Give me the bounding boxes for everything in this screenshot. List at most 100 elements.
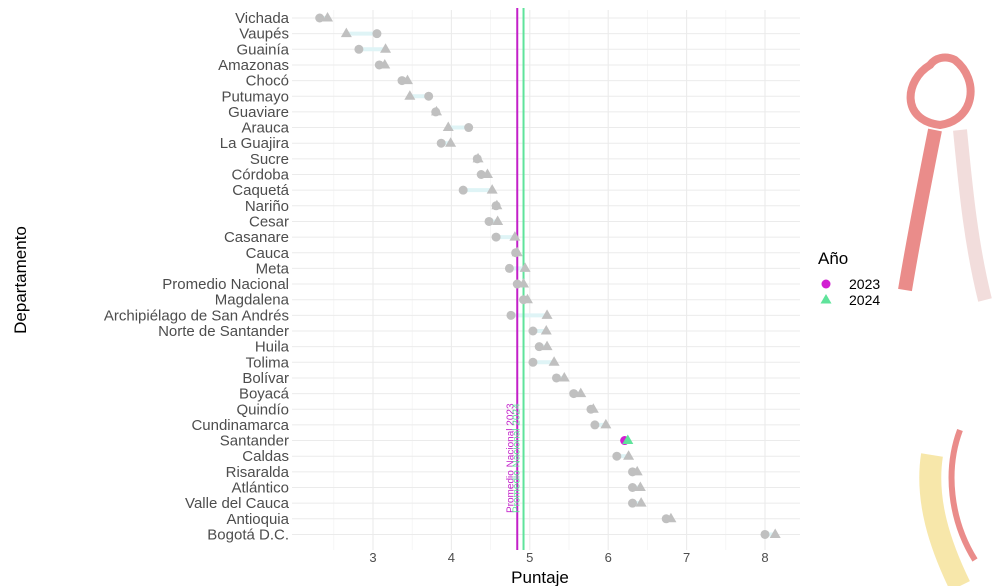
category-label-20: Norte de Santander xyxy=(158,323,289,340)
point-2023-13 xyxy=(484,216,494,226)
category-label-30: Atlántico xyxy=(231,480,289,497)
x-tick-label-1: 4 xyxy=(448,550,455,565)
point-2024-11 xyxy=(486,184,498,194)
x-tick-labels: 3 4 5 6 7 8 xyxy=(369,550,768,565)
reference-label-0: Promedio Nacional 2023 xyxy=(505,403,516,513)
category-label-3: Amazonas xyxy=(218,57,289,74)
x-axis-title: Puntaje xyxy=(511,568,569,586)
point-2024-15 xyxy=(511,246,523,257)
legend-label-2023: 2023 xyxy=(849,276,880,292)
point-2024-23 xyxy=(558,371,570,382)
category-label-19: Archipiélago de San Andrés xyxy=(104,307,289,324)
category-label-1: Vaupés xyxy=(239,26,289,43)
point-2023-0 xyxy=(315,13,325,23)
category-label-22: Tolima xyxy=(246,354,290,371)
x-tick-label-4: 7 xyxy=(683,550,690,565)
legend-key-2024 xyxy=(820,294,832,304)
point-2023-8 xyxy=(436,138,446,148)
point-2024-7 xyxy=(442,121,454,132)
point-2024-8 xyxy=(445,137,457,147)
legend-key-2023 xyxy=(821,279,831,289)
point-2024-13 xyxy=(492,215,504,225)
category-label-15: Cauca xyxy=(246,245,290,262)
category-label-26: Cundinamarca xyxy=(191,417,289,434)
point-2024-19 xyxy=(541,309,553,319)
point-2023-2 xyxy=(354,44,364,54)
point-2023-7 xyxy=(464,123,474,133)
category-label-31: Valle del Cauca xyxy=(185,495,290,512)
point-2023-20 xyxy=(528,326,538,336)
point-2023-11 xyxy=(458,185,468,195)
reference-label-1: Promedio Nacional 2024 xyxy=(512,403,523,513)
category-label-28: Caldas xyxy=(242,448,289,465)
category-label-18: Magdalena xyxy=(215,292,290,309)
point-2024-32 xyxy=(665,512,677,523)
point-2024-6 xyxy=(431,105,443,116)
legend-title: Año xyxy=(818,249,848,268)
point-2023-30 xyxy=(628,483,638,492)
y-axis-title: Departamento xyxy=(11,226,30,334)
points-2024 xyxy=(322,12,781,538)
category-label-10: Córdoba xyxy=(231,167,289,184)
point-2023-23 xyxy=(551,373,561,383)
point-2023-22 xyxy=(528,357,538,367)
point-2024-20 xyxy=(540,325,552,335)
point-2024-4 xyxy=(401,74,413,85)
legend: Año 2023 2024 xyxy=(818,249,880,308)
point-2023-14 xyxy=(491,232,501,242)
category-label-27: Santander xyxy=(220,433,289,450)
legend-label-2024: 2024 xyxy=(849,292,880,308)
point-2024-2 xyxy=(380,43,392,53)
category-label-24: Boyacá xyxy=(239,386,290,403)
point-2024-18 xyxy=(521,293,533,304)
point-2023-33 xyxy=(760,529,770,539)
point-2023-28 xyxy=(612,451,622,461)
category-label-8: La Guajira xyxy=(220,135,290,152)
category-label-4: Chocó xyxy=(246,73,289,90)
category-label-21: Huila xyxy=(255,339,290,356)
category-label-12: Nariño xyxy=(245,198,289,215)
point-2024-10 xyxy=(481,168,493,178)
category-label-16: Meta xyxy=(256,260,290,277)
x-tick-label-2: 5 xyxy=(526,550,533,565)
point-2024-31 xyxy=(635,497,647,507)
decorative-ribbon-graphic xyxy=(898,53,992,586)
point-2024-1 xyxy=(340,27,352,38)
x-tick-label-3: 6 xyxy=(605,550,612,565)
point-2023-19 xyxy=(506,310,516,320)
category-label-6: Guaviare xyxy=(228,104,289,121)
point-2024-33 xyxy=(769,528,781,538)
grid xyxy=(292,10,800,550)
category-label-17: Promedio Nacional xyxy=(162,276,289,293)
category-label-9: Sucre xyxy=(250,151,289,168)
point-2024-0 xyxy=(322,12,334,22)
point-2024-14 xyxy=(509,231,521,241)
point-2024-9 xyxy=(472,152,484,163)
x-tick-label-5: 8 xyxy=(761,550,768,565)
point-2024-22 xyxy=(548,356,560,366)
category-label-25: Quindío xyxy=(236,401,289,418)
category-label-29: Risaralda xyxy=(226,464,290,481)
point-2023-1 xyxy=(372,29,382,39)
point-2024-27 xyxy=(622,434,634,445)
point-2024-3 xyxy=(379,58,391,69)
point-2024-26 xyxy=(600,418,612,429)
point-2023-24 xyxy=(569,389,579,399)
points-2023 xyxy=(315,13,770,539)
point-2023-21 xyxy=(534,342,544,352)
category-label-11: Caquetá xyxy=(232,182,289,199)
point-2024-24 xyxy=(575,387,587,398)
point-2024-30 xyxy=(634,481,646,491)
category-label-5: Putumayo xyxy=(221,88,289,105)
category-label-14: Casanare xyxy=(224,229,289,246)
category-labels: VichadaVaupésGuainíaAmazonasChocóPutumay… xyxy=(104,10,290,543)
category-label-0: Vichada xyxy=(235,10,290,27)
category-label-32: Antioquia xyxy=(226,511,289,528)
point-2024-25 xyxy=(587,403,599,413)
category-label-2: Guainía xyxy=(236,41,289,58)
point-2024-5 xyxy=(404,90,416,100)
segments xyxy=(319,16,776,537)
point-2024-12 xyxy=(491,199,503,210)
